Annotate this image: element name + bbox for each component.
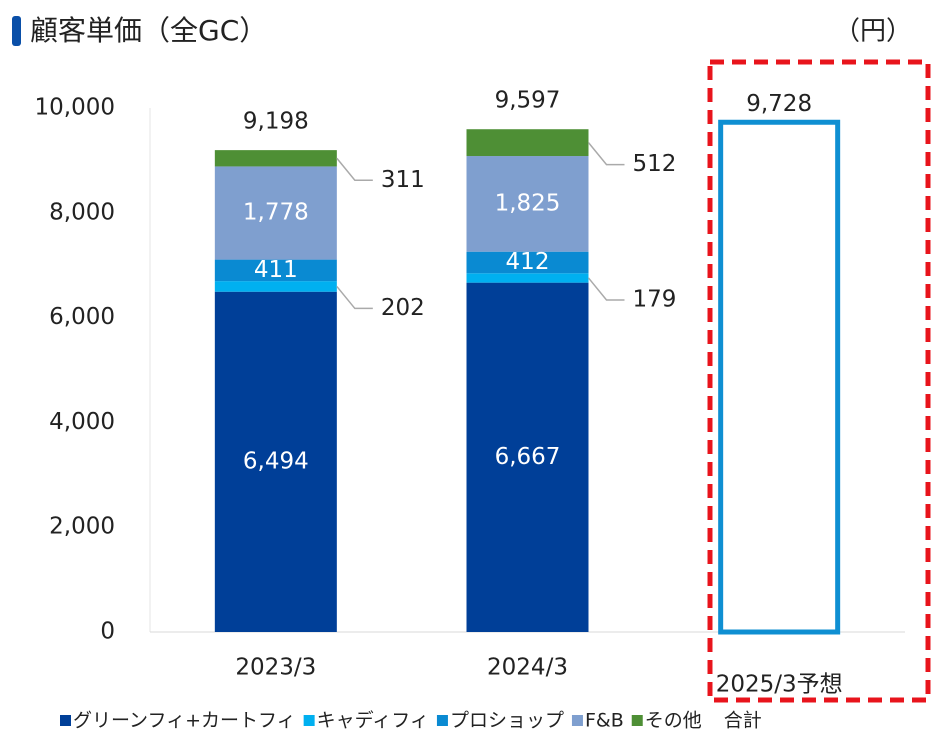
legend-swatch [60,715,71,726]
forecast-highlight [707,59,931,703]
bar-segment [214,150,337,167]
total-label: 9,728 [746,91,812,117]
y-tick-label: 8,000 [49,199,115,225]
legend-label: キャディフィ [317,710,429,732]
bar-segment [466,282,589,632]
legend-swatch [571,715,583,726]
legend-label: その他 [645,710,702,732]
unit-label: （円） [834,17,912,47]
data-label: 202 [381,295,425,321]
data-label: 1,778 [243,200,309,226]
total-label: 9,198 [243,109,309,135]
leader-line [587,277,625,301]
title-icon [12,16,21,46]
y-tick-label: 2,000 [49,514,115,540]
chart-title: 顧客単価（全GC） [30,14,267,47]
data-label: 311 [381,167,425,193]
data-label: 179 [633,286,677,312]
bar-segment [214,281,337,292]
legend-swatch [436,715,448,726]
bar-segment [214,259,337,282]
x-tick-label: 2024/3 [487,655,568,681]
total-bar [718,119,841,635]
data-label: 6,494 [243,448,309,474]
data-label: 512 [633,151,677,177]
bar-segment [214,291,337,632]
bar-segment [466,156,589,252]
y-tick-label: 10,000 [35,95,115,121]
leader-line [587,142,625,166]
bar-segment [466,251,589,274]
bar-segment [466,129,589,157]
leader-line [336,157,373,182]
y-tick-label: 0 [100,619,115,645]
y-tick-label: 6,000 [49,304,115,330]
bar-segment [214,166,337,260]
total-label: 9,597 [495,88,561,114]
data-label: 6,667 [495,444,561,470]
y-tick-label: 4,000 [49,409,115,435]
data-label: 1,825 [495,190,561,216]
data-label: 411 [254,257,298,283]
leader-line [336,285,373,310]
legend-swatch [631,715,643,726]
legend-label: プロショップ [450,710,564,732]
data-label: 412 [506,249,550,275]
legend-label: 合計 [724,710,762,732]
bar-segment [466,273,589,283]
legend-label: F&B [585,710,624,732]
legend-label: グリーンフィ+カートフィ [73,710,296,732]
x-tick-label: 2025/3予想 [716,672,843,698]
x-tick-label: 2023/3 [235,655,316,681]
legend-swatch [303,715,315,726]
